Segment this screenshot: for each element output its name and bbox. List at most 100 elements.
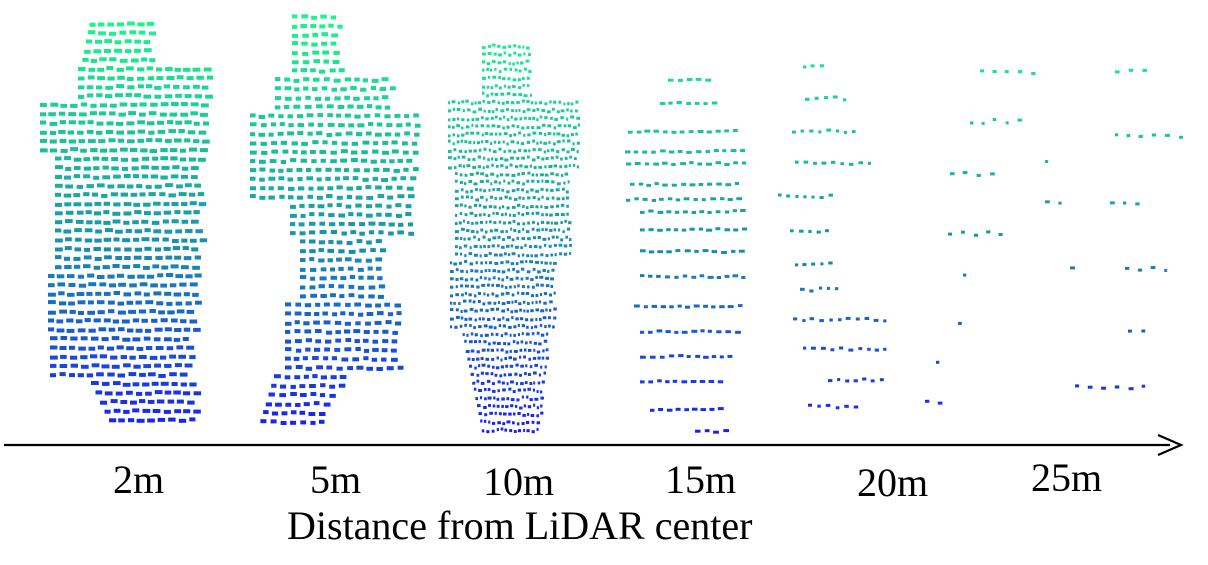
point-scan-row [48, 282, 198, 288]
point-scan-row [55, 219, 199, 225]
point-scan-row [250, 185, 414, 191]
point-scan-row [263, 410, 326, 416]
point-scan-row [448, 99, 579, 106]
point-scan-row [778, 193, 833, 199]
point-scan-row [482, 75, 530, 82]
point-scan-row [273, 374, 347, 380]
point-scan-row [455, 219, 572, 226]
point-scan-row [82, 57, 156, 63]
point-scan-row [482, 43, 530, 50]
point-scan-row [448, 107, 578, 114]
axis-caption: Distance from LiDAR center [287, 503, 753, 548]
point-scan-row [40, 129, 207, 135]
point-cloud-2m [40, 21, 214, 423]
point-scan-row [285, 311, 402, 317]
point-scan-row [795, 261, 833, 267]
point-scan-row [469, 363, 547, 370]
point-scan-row [78, 66, 212, 72]
point-scan-row [450, 275, 554, 282]
point-scan-row [808, 403, 859, 410]
point-scan-row [55, 174, 198, 180]
point-scan-row [84, 48, 152, 54]
point-scan-row [640, 354, 733, 359]
point-scan-row [455, 187, 569, 194]
point-scan-row [250, 140, 418, 146]
point-scan-row [55, 255, 201, 261]
point-scan-row [48, 327, 201, 333]
point-scan-row [300, 266, 382, 272]
point-scan-row [50, 363, 193, 369]
point-scan-row [448, 139, 580, 146]
point-scan-row [275, 77, 389, 83]
point-scan-row [626, 161, 747, 166]
point-scan-row [250, 122, 421, 128]
point-scan-row [626, 197, 743, 202]
point-scan-row [275, 86, 396, 92]
point-scan-row [285, 356, 398, 362]
point-scan-row [95, 390, 202, 396]
point-scan-row [800, 286, 839, 293]
point-cloud-20m [778, 64, 887, 410]
point-scan-row [104, 408, 201, 414]
point-scan-row [292, 50, 340, 56]
point-scan-row [89, 21, 155, 27]
point-cloud-15m [625, 77, 748, 434]
point-scan-row [475, 395, 544, 402]
point-scan-row [448, 155, 577, 162]
point-scan-row [450, 283, 554, 290]
point-scan-row [455, 243, 572, 250]
point-scan-row [1045, 200, 1062, 205]
point-scan-row [48, 273, 202, 279]
point-scan-row [109, 417, 196, 423]
point-scan-row [250, 194, 415, 200]
point-scan-row [292, 32, 338, 38]
point-scan-row [250, 167, 419, 173]
point-scan-row [300, 293, 384, 299]
point-scan-row [55, 183, 201, 189]
point-scan-row [78, 93, 213, 99]
point-scan-row [275, 104, 391, 110]
point-scan-row [48, 318, 198, 324]
point-scan-row [55, 228, 203, 234]
point-scan-row [271, 383, 346, 389]
point-scan-row [640, 249, 745, 254]
point-scan-row [793, 316, 887, 323]
point-scan-row [55, 192, 205, 198]
point-scan-row [50, 336, 189, 342]
point-scan-row [48, 291, 199, 297]
point-scan-row [55, 246, 199, 252]
point-scan-row [1128, 329, 1146, 333]
point-scan-row [640, 227, 748, 232]
point-scan-row [300, 275, 383, 281]
point-scan-row [300, 248, 387, 254]
point-scan-row [792, 128, 856, 134]
point-scan-row [55, 165, 199, 171]
point-scan-row [482, 67, 532, 74]
point-scan-row [1110, 201, 1140, 206]
point-scan-row [86, 39, 151, 45]
distance-axis [4, 433, 1184, 457]
point-scan-row [455, 203, 569, 210]
point-cloud-10m [448, 43, 581, 434]
point-scan-row [55, 264, 200, 270]
point-scan-row [250, 113, 419, 119]
point-scan-row [275, 95, 389, 101]
point-scan-row [482, 83, 530, 90]
point-scan-row [250, 176, 417, 182]
point-scan-row [55, 210, 200, 216]
point-scan-row [640, 274, 746, 279]
point-scan-row [695, 429, 729, 434]
point-scan-row [450, 307, 557, 314]
point-scan-row [465, 348, 549, 354]
point-scan-row [450, 291, 556, 298]
point-scan-row [480, 419, 541, 426]
point-scan-row [455, 179, 570, 186]
point-scan-row [963, 273, 967, 277]
point-scan-row [292, 59, 340, 65]
distance-label-10m: 10m [483, 459, 555, 504]
point-scan-row [290, 230, 415, 236]
point-scan-row [290, 203, 412, 209]
point-scan-row [285, 365, 404, 371]
